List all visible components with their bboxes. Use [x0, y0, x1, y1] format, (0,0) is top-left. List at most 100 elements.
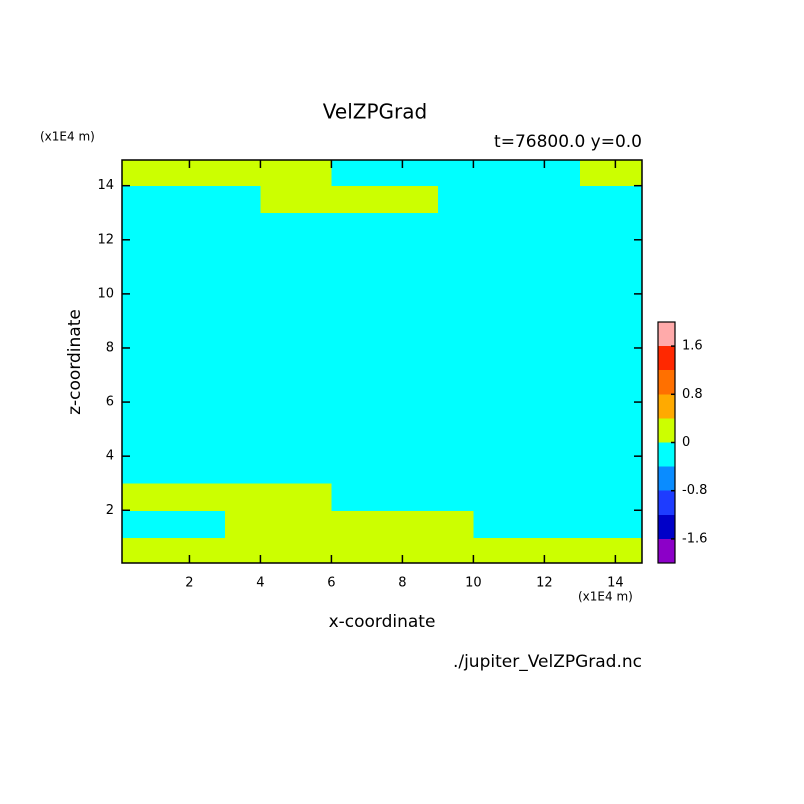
colorbar-bin	[658, 346, 675, 371]
contour-cell	[508, 483, 545, 511]
contour-cell	[615, 239, 643, 268]
contour-cell	[544, 456, 581, 484]
contour-cell	[122, 185, 155, 214]
contour-cell	[437, 537, 474, 564]
contour-cell	[260, 212, 297, 241]
contour-cell	[366, 537, 403, 564]
contour-cell	[189, 429, 226, 457]
y-tick-label: 12	[97, 232, 114, 247]
contour-cell	[331, 510, 368, 538]
contour-cell	[295, 293, 332, 322]
contour-cell	[615, 429, 643, 457]
contour-cell	[260, 185, 297, 214]
contour-cell	[153, 537, 190, 564]
contour-cell	[153, 293, 190, 322]
contour-cell	[402, 483, 439, 511]
x-tick-label: 6	[327, 576, 335, 591]
contour-cell	[295, 510, 332, 538]
y-tick-label: 6	[106, 395, 114, 410]
contour-cell	[544, 239, 581, 268]
contour-cell	[544, 293, 581, 322]
contour-cell	[366, 347, 403, 376]
contour-cell	[189, 185, 226, 214]
contour-cell	[508, 510, 545, 538]
contour-cell	[189, 266, 226, 295]
x-tick-label: 10	[465, 576, 482, 591]
contour-cell	[473, 537, 510, 564]
contour-cell	[473, 429, 510, 457]
contour-cell	[544, 402, 581, 430]
contour-cell	[189, 320, 226, 349]
contour-cell	[224, 239, 261, 268]
contour-cell	[153, 456, 190, 484]
contour-cell	[153, 185, 190, 214]
contour-cell	[508, 537, 545, 564]
contour-cell	[189, 160, 226, 187]
contour-cell	[331, 212, 368, 241]
contour-cell	[544, 266, 581, 295]
contour-cell	[473, 402, 510, 430]
contour-cell	[402, 402, 439, 430]
y-tick-label: 14	[97, 178, 114, 193]
contour-cell	[544, 212, 581, 241]
contour-cell	[615, 347, 643, 376]
contour-cell	[366, 239, 403, 268]
contour-cell	[579, 456, 616, 484]
contour-cell	[579, 483, 616, 511]
contour-cell	[331, 160, 368, 187]
contour-cell	[437, 429, 474, 457]
contour-cell	[437, 375, 474, 403]
axes: 2 4 6 8 10 12 14 2 4 6 8 10 12 14	[97, 159, 643, 591]
contour-cell	[260, 347, 297, 376]
contour-cell	[122, 456, 155, 484]
contour-cell	[579, 347, 616, 376]
contour-cell	[544, 320, 581, 349]
contour-cell	[544, 185, 581, 214]
y-tick-label: 4	[106, 449, 114, 464]
contour-cell	[473, 320, 510, 349]
contour-cell	[366, 456, 403, 484]
contour-cell	[331, 347, 368, 376]
contour-cell	[153, 375, 190, 403]
contour-cell	[295, 537, 332, 564]
contour-cell	[331, 537, 368, 564]
colorbar-bin	[658, 418, 675, 443]
contour-cell	[508, 347, 545, 376]
contour-cell	[508, 185, 545, 214]
contour-cell	[153, 429, 190, 457]
contour-cell	[473, 375, 510, 403]
contour-cell	[295, 239, 332, 268]
contour-cell	[402, 266, 439, 295]
colorbar-tick-label: 0	[682, 435, 690, 450]
contour-cell	[224, 347, 261, 376]
contour-cell	[402, 456, 439, 484]
contour-cell	[437, 160, 474, 187]
contour-cell	[366, 402, 403, 430]
contour-cell	[122, 375, 155, 403]
contour-cell	[615, 185, 643, 214]
contour-cell	[122, 212, 155, 241]
contour-cell	[295, 185, 332, 214]
contour-cell	[437, 266, 474, 295]
contour-cell	[331, 266, 368, 295]
x-unit: (x1E4 m)	[578, 590, 633, 604]
contour-cell	[260, 266, 297, 295]
contour-cell	[544, 160, 581, 187]
contour-cell	[153, 402, 190, 430]
contour-cell	[508, 375, 545, 403]
contour-cell	[508, 320, 545, 349]
contour-cell	[366, 293, 403, 322]
contour-cell	[153, 347, 190, 376]
contour-cell	[544, 510, 581, 538]
contour-cell	[295, 212, 332, 241]
contour-cell	[473, 483, 510, 511]
contour-cell	[402, 510, 439, 538]
colorbar-tick-label: 0.8	[682, 387, 703, 402]
contour-cell	[508, 266, 545, 295]
y-tick-label: 8	[106, 340, 114, 355]
contour-cell	[437, 483, 474, 511]
contour-cell	[224, 160, 261, 187]
contour-cell	[260, 320, 297, 349]
contour-cell	[189, 375, 226, 403]
